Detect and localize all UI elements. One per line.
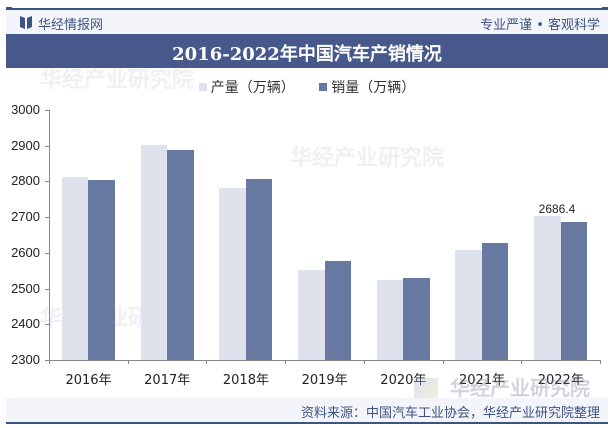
x-tick-label: 2019年	[301, 373, 348, 388]
chart-title: 2016-2022年中国汽车产销情况	[172, 44, 442, 65]
legend-label: 销量（万辆）	[331, 80, 416, 96]
x-tick-label: 2018年	[222, 373, 269, 388]
data-label: 2686.4	[538, 202, 576, 216]
watermark-name: 华经产业研究院	[450, 376, 590, 400]
bar-sales	[481, 242, 509, 360]
y-tick	[45, 288, 49, 290]
x-tick-label: 2022年	[537, 373, 584, 388]
border-cap	[6, 7, 12, 11]
bottom-border	[6, 422, 608, 424]
chart-legend: 产量（万辆） 销量（万辆）	[0, 77, 614, 97]
bar-sales	[245, 178, 273, 360]
bar-sales	[403, 277, 430, 360]
y-tick	[45, 145, 49, 147]
x-tick-label: 2021年	[459, 373, 506, 388]
x-tick	[285, 360, 287, 364]
header-bar: 华经情报网 专业严谨 • 客观科学	[6, 10, 608, 34]
legend-item-sales: 销量（万辆）	[319, 77, 415, 97]
bar-sales	[167, 150, 194, 360]
slogan: 专业严谨 • 客观科学	[480, 18, 600, 33]
y-tick-label: 3000	[11, 102, 40, 117]
brand-name: 华经情报网	[38, 18, 104, 33]
x-tick	[363, 360, 365, 364]
x-axis	[49, 360, 600, 361]
title-bar: 2016-2022年中国汽车产销情况	[6, 34, 608, 68]
bar-sales	[88, 180, 115, 360]
y-tick-label: 2300	[11, 352, 40, 367]
x-tick-label: 2020年	[380, 373, 427, 388]
bar-production	[455, 250, 482, 360]
x-tick	[49, 360, 50, 364]
top-border	[6, 7, 608, 11]
y-tick	[45, 360, 49, 361]
bar-production	[298, 269, 325, 360]
y-tick	[45, 181, 49, 183]
y-tick	[45, 110, 49, 111]
y-axis	[49, 110, 50, 360]
y-tick	[45, 252, 49, 254]
bar-sales	[560, 222, 588, 360]
y-tick-label: 2900	[11, 137, 40, 153]
footer-bar: 资料来源：中国汽车工业协会，华经产业研究院整理	[6, 398, 608, 422]
y-tick	[45, 217, 49, 219]
legend-label: 产量（万辆）	[210, 80, 295, 96]
x-tick	[521, 360, 523, 364]
book-logo-icon	[20, 16, 32, 29]
y-tick-label: 2700	[11, 209, 40, 225]
x-tick	[442, 360, 444, 364]
bar-sales	[324, 261, 351, 360]
y-tick	[45, 324, 49, 326]
border-cap	[602, 7, 608, 11]
legend-item-production: 产量（万辆）	[198, 77, 295, 97]
x-tick	[600, 360, 601, 364]
y-tick-label: 2500	[11, 280, 40, 296]
bar-production	[376, 280, 404, 360]
y-tick-label: 2400	[11, 316, 40, 332]
bar-production	[140, 145, 168, 360]
x-tick-label: 2016年	[65, 373, 112, 388]
bar-production	[61, 177, 89, 360]
watermark-text: 华经产业研究院	[290, 146, 445, 171]
bar-production	[219, 188, 246, 360]
y-tick-label: 2600	[11, 244, 40, 260]
x-tick-label: 2017年	[144, 373, 191, 388]
y-tick-label: 2800	[11, 173, 40, 189]
bar-production	[534, 216, 561, 360]
x-tick	[127, 360, 129, 364]
source-note: 资料来源：中国汽车工业协会，华经产业研究院整理	[300, 406, 600, 421]
x-tick	[206, 360, 208, 364]
legend-swatch-icon	[198, 83, 207, 91]
legend-swatch-icon	[319, 83, 328, 91]
